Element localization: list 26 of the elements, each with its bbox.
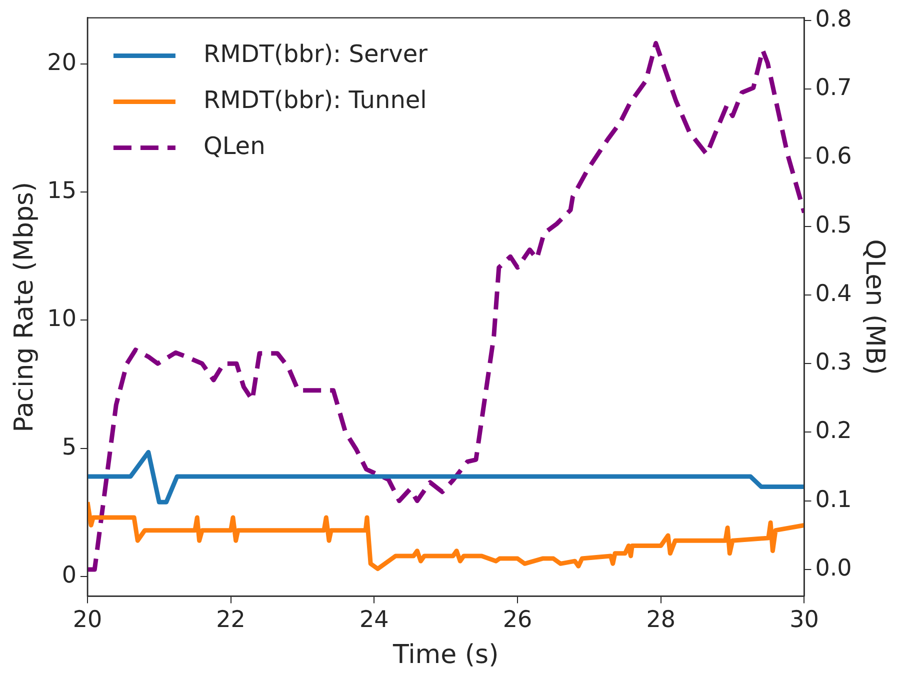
y2-tick-label: 0.3 [815,350,852,376]
x-tick-label: 22 [216,606,246,633]
x-axis-title: Time (s) [392,640,499,670]
y2-tick-label: 0.8 [815,6,852,33]
y2-tick-label: 0.2 [815,418,852,444]
y-tick-label: 0 [62,562,76,588]
y2-tick-label: 0.0 [815,555,852,582]
line-series [87,40,804,572]
legend-label: RMDT(bbr): Server [203,40,428,68]
y2-tick-label: 0.4 [815,280,852,307]
y2-tick-label: 0.5 [815,212,852,238]
x-tick-label: 30 [790,606,819,633]
y-tick-label: 20 [47,50,76,76]
x-tick-label: 24 [360,606,389,633]
y2-axis-title: QLen (MB) [860,239,890,375]
y-tick-label: 5 [62,434,76,460]
y-tick-label: 10 [47,306,76,332]
x-tick-label: 26 [502,606,532,633]
legend-label: QLen [203,132,266,160]
y2-tick-label: 0.6 [815,144,852,170]
y2-tick-label: 0.1 [815,486,852,513]
y2-tick-label: 0.7 [815,75,852,102]
y-axis-title: Pacing Rate (Mbps) [9,182,40,432]
y-tick-label: 15 [47,178,76,204]
legend-label: RMDT(bbr): Tunnel [203,86,427,114]
x-tick-label: 28 [646,606,676,633]
